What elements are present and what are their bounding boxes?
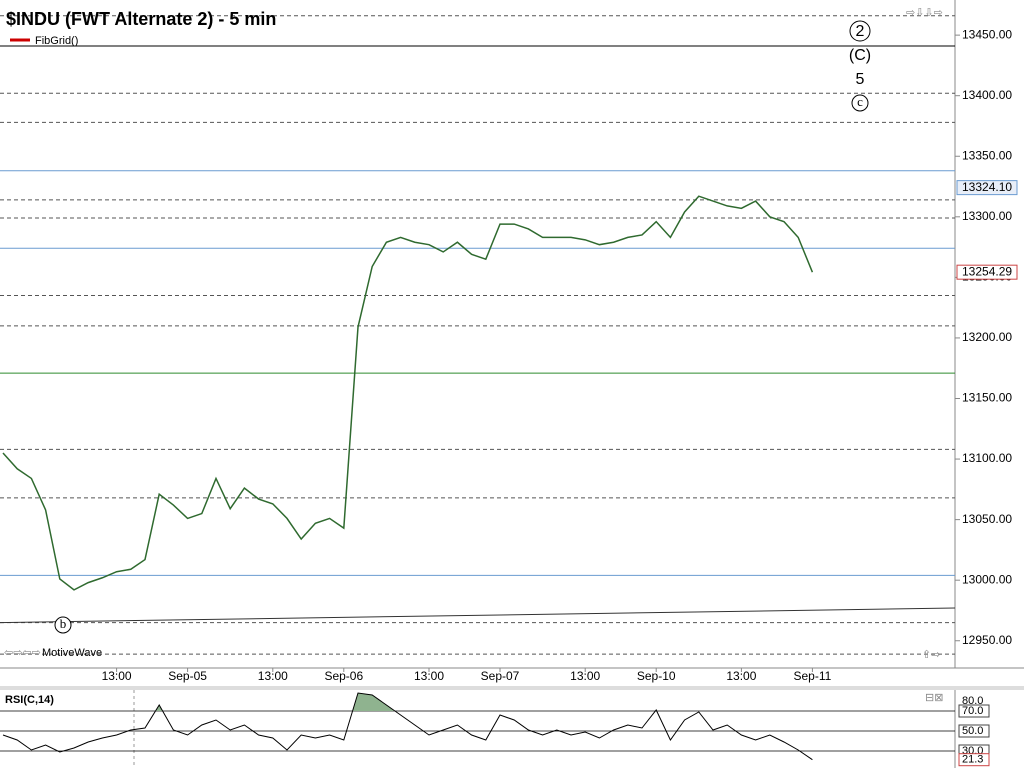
y-tick-label: 13450.00: [962, 27, 1012, 41]
x-tick-label: 13:00: [726, 669, 756, 683]
wave-circle: [849, 20, 871, 42]
wave-label: c: [857, 94, 863, 109]
price-line: [2, 195, 814, 591]
wave-label: 2: [856, 23, 865, 40]
watermark: MotiveWave: [42, 647, 102, 659]
x-tick-label: 13:00: [570, 669, 600, 683]
trend-line: [0, 607, 955, 624]
y-tick-label: 13200.00: [962, 330, 1012, 344]
panel-title: RSI(C,14): [5, 694, 54, 706]
x-tick-label: Sep-06: [324, 669, 363, 683]
panel-divider: [0, 686, 1024, 690]
panel: [0, 692, 955, 761]
wave-label: (C): [849, 47, 871, 64]
y-tick-label: 70.0: [962, 705, 983, 717]
wave-circle: [54, 616, 72, 634]
x-tick-label: Sep-10: [637, 669, 676, 683]
rsi-line: [2, 692, 813, 761]
y-tick-label: 12950.00: [962, 633, 1012, 647]
price-marker: [956, 180, 1018, 196]
chart-title: $INDU (FWT Alternate 2) - 5 min: [6, 9, 276, 29]
last-price-label: 13254.29: [962, 264, 1012, 278]
y-tick-label: 50.0: [962, 725, 983, 737]
y-tick-label: 13050.00: [962, 512, 1012, 526]
y-tick-label: 13000.00: [962, 572, 1012, 586]
y-tick-label: 13150.00: [962, 391, 1012, 405]
x-tick-label: 13:00: [258, 669, 288, 683]
rsi-last-box: [958, 753, 990, 767]
y-tick-label: 13100.00: [962, 451, 1012, 465]
nav-arrows[interactable]: ⇦⇨⇦⇨: [4, 647, 41, 659]
panel-icons[interactable]: ⊟⊠: [925, 692, 943, 704]
y-tick-label: 80.0: [962, 695, 983, 707]
indicator-label: FibGrid(): [35, 35, 78, 47]
wave-label: b: [60, 616, 67, 631]
rsi-tick-box: [958, 704, 990, 718]
last-price-marker: [956, 264, 1018, 280]
x-tick-label: Sep-11: [793, 669, 831, 683]
price-marker-label: 13324.10: [962, 180, 1012, 194]
x-tick-label: Sep-07: [481, 669, 520, 683]
rsi-last-label: 21.3: [962, 754, 983, 766]
layer: 12950.00 13000.00 13050.00 13100.00 13150.00…: [0, 15, 1018, 767]
panel: [0, 15, 955, 655]
y-tick-label: 13400.00: [962, 88, 1012, 102]
rsi-tick-box: [958, 724, 990, 738]
y-tick-label: 13350.00: [962, 148, 1012, 162]
x-tick-label: 13:00: [414, 669, 444, 683]
y-tick-label: 13300.00: [962, 209, 1012, 223]
toolbar-icons[interactable]: ⇨⇩⇩⇨: [906, 7, 943, 19]
x-tick-label: 13:00: [102, 669, 132, 683]
x-tick-label: Sep-05: [168, 669, 207, 683]
zoom-icons[interactable]: ⇧⇨: [922, 649, 940, 661]
wave-circle: [851, 94, 869, 112]
wave-label: 5: [856, 71, 865, 88]
